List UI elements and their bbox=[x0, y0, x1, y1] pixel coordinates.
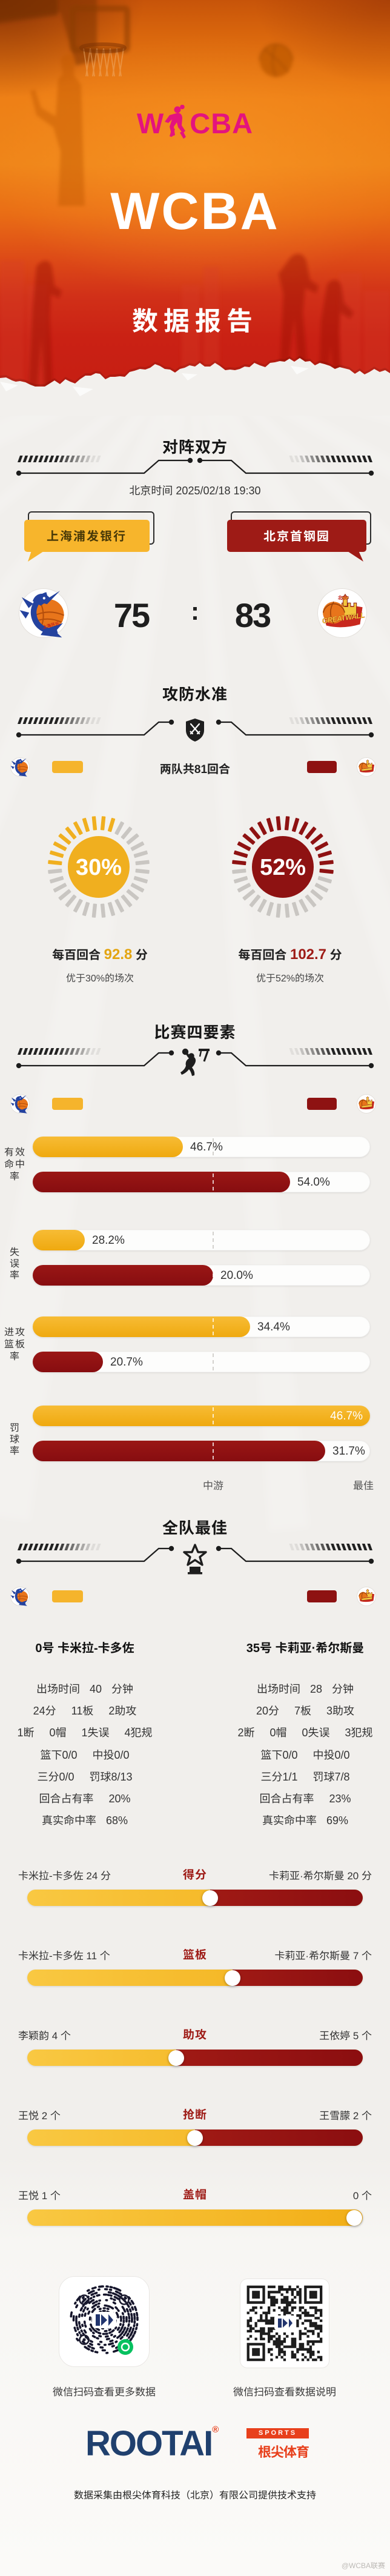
svg-text:上海浦发银行: 上海浦发银行 bbox=[47, 529, 127, 543]
svg-text:北京首钢园: 北京首钢园 bbox=[263, 529, 330, 543]
svg-text:北京: 北京 bbox=[338, 595, 348, 600]
svg-text:30%: 30% bbox=[76, 855, 122, 880]
svg-text:52%: 52% bbox=[260, 855, 306, 880]
